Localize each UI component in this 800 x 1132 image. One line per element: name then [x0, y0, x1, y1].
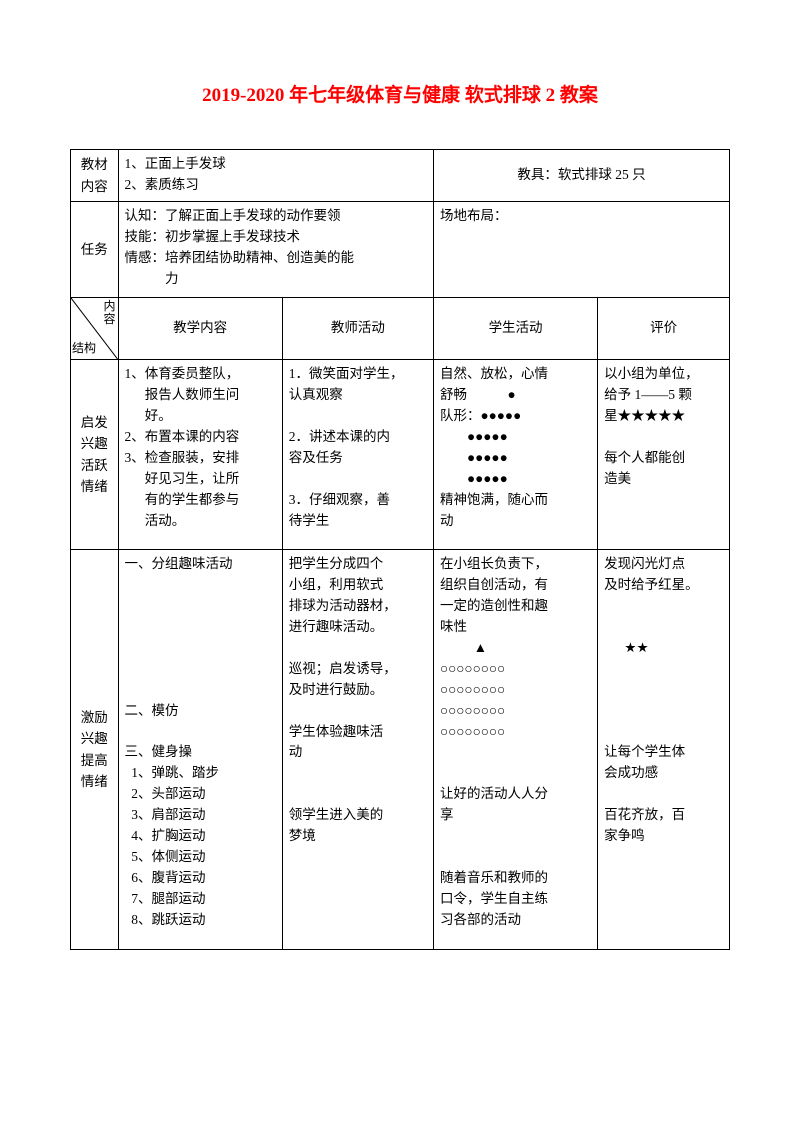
section2-eval: 发现闪光灯点 及时给予红星。 ★★ 让每个学生体 会成功感 百花齐放，百 家争鸣 — [598, 550, 730, 950]
lesson-plan-table: 教材 内容 1、正面上手发球 2、素质练习 教具：软式排球 25 只 任务 认知… — [70, 149, 730, 950]
label-materials: 教材 内容 — [71, 150, 119, 202]
page-title: 2019-2020 年七年级体育与健康 软式排球 2 教案 — [70, 80, 730, 107]
diag-top-label: 内 容 — [104, 299, 116, 326]
materials-content: 1、正面上手发球 2、素质练习 — [118, 150, 433, 202]
section2-teacher: 把学生分成四个 小组，利用软式 排球为活动器材， 进行趣味活动。 巡视；启发诱导… — [282, 550, 433, 950]
section1-eval: 以小组为单位， 给予 1——5 颗 星★★★★★ 每个人都能创 造美 — [598, 360, 730, 550]
section1-student: 自然、放松，心情 舒畅 ● 队形：●●●●● ●●●●● ●●●●● ●●●●●… — [433, 360, 597, 550]
equipment: 教具：软式排球 25 只 — [433, 150, 729, 202]
task-content: 认知：了解正面上手发球的动作要领 技能：初步掌握上手发球技术 情感：培养团结协助… — [118, 202, 433, 298]
diag-bot-label: 结构 — [72, 341, 96, 355]
section2-label: 激励 兴趣 提高 情绪 — [71, 550, 119, 950]
label-task: 任务 — [71, 202, 119, 298]
section1-content: 1、体育委员整队， 报告人数师生问 好。 2、布置本课的内容 3、检查服装，安排… — [118, 360, 282, 550]
field-layout: 场地布局： — [433, 202, 729, 298]
header-teaching-content: 教学内容 — [118, 298, 282, 360]
section1-label: 启发 兴趣 活跃 情绪 — [71, 360, 119, 550]
header-teacher: 教师活动 — [282, 298, 433, 360]
header-student: 学生活动 — [433, 298, 597, 360]
section1-teacher: 1．微笑面对学生， 认真观察 2．讲述本课的内 容及任务 3．仔细观察，善 待学… — [282, 360, 433, 550]
header-diagonal: 内 容 结构 — [71, 298, 119, 360]
section2-student: 在小组长负责下， 组织自创活动，有 一定的造创性和趣 味性 ▲ ○○○○○○○○… — [433, 550, 597, 950]
header-eval: 评价 — [598, 298, 730, 360]
section2-content: 一、分组趣味活动 二、模仿 三、健身操 1、弹跳、踏步 2、头部运动 3、肩部运… — [118, 550, 282, 950]
